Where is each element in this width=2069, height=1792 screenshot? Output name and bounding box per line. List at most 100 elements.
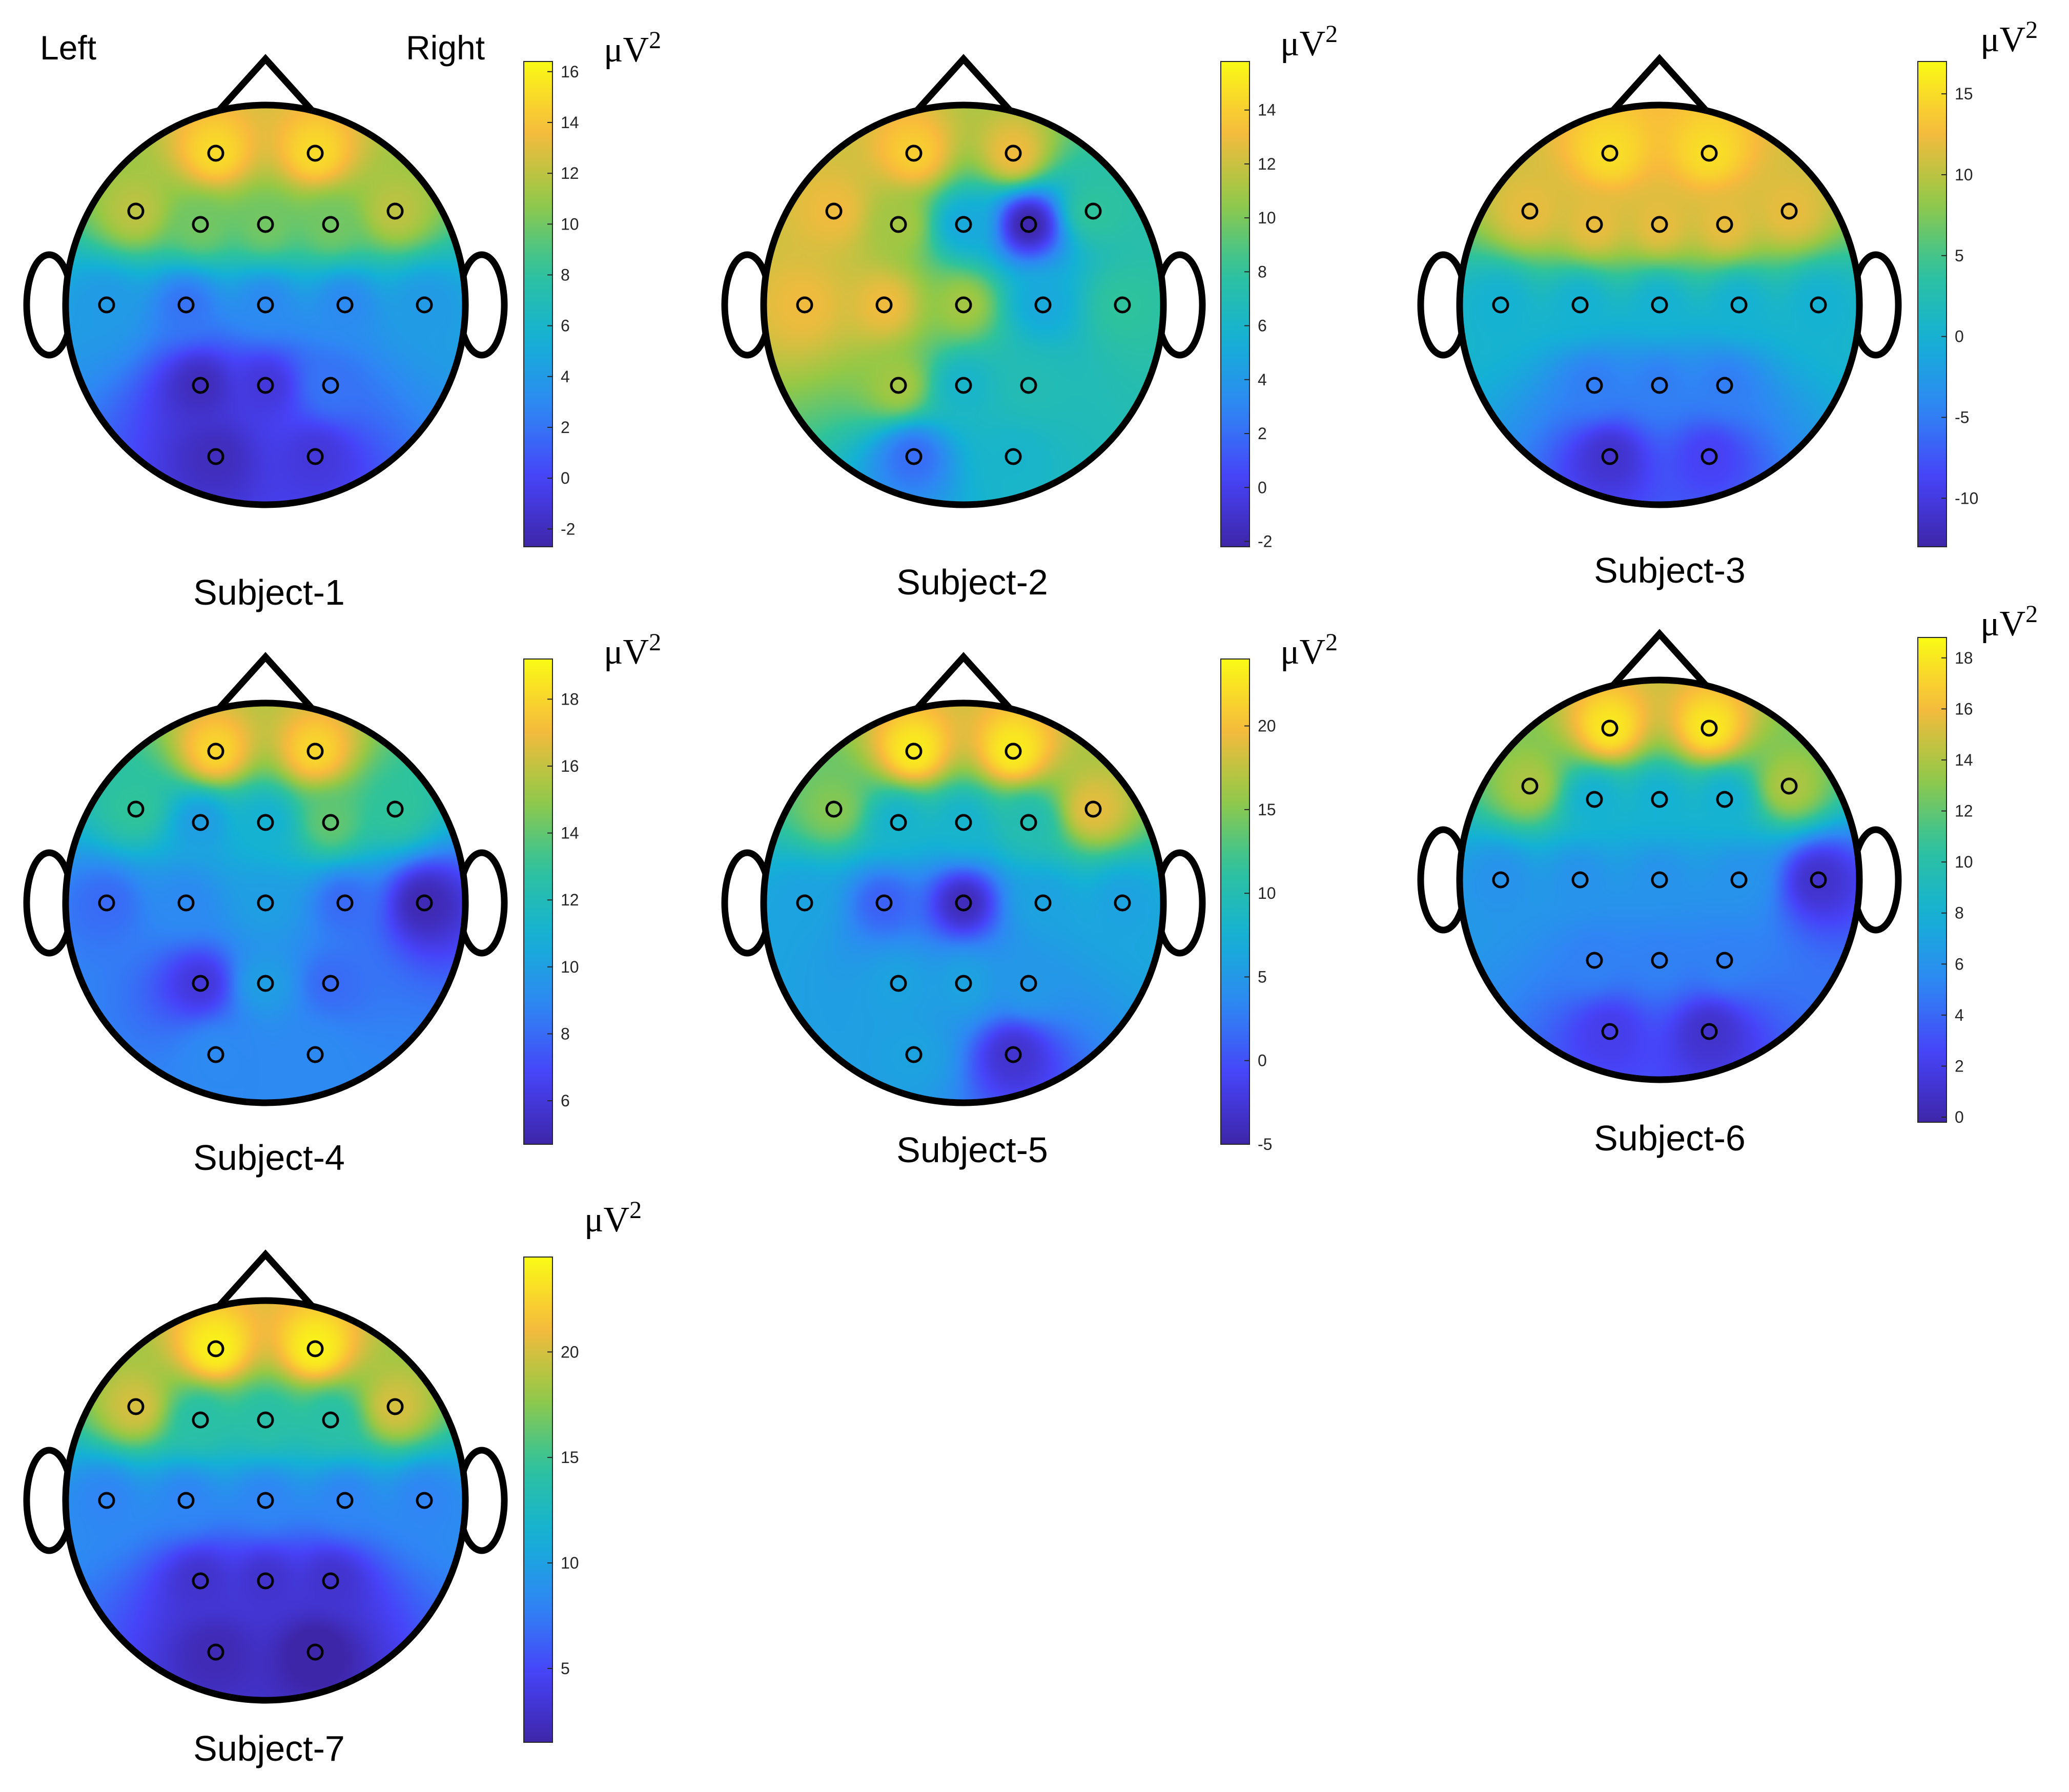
colorbar-gradient xyxy=(1917,637,1947,1123)
electrode-f7 xyxy=(1521,202,1539,220)
electrode-cz xyxy=(257,1492,274,1509)
electrode-f7 xyxy=(127,1398,145,1415)
electrode-c4 xyxy=(1730,871,1748,889)
topoplot-panel-3: -10 -5 0 5 10 15 μV2 Subject-3 xyxy=(1417,16,2038,590)
colorbar-unit-label: μV2 xyxy=(1980,601,2038,644)
electrode-o2 xyxy=(306,1046,324,1063)
electrode-p4 xyxy=(322,377,339,394)
unit-exponent: 2 xyxy=(1325,20,1338,48)
subject-title: Subject-6 xyxy=(1594,1118,1746,1158)
unit-exponent: 2 xyxy=(1325,629,1338,656)
electrode-c3 xyxy=(177,296,195,314)
electrode-o1 xyxy=(207,448,224,465)
scalp-heatmap xyxy=(66,105,465,505)
colorbar-tick-label: 18 xyxy=(561,690,579,708)
colorbar-unit-label: μV2 xyxy=(1280,629,1338,672)
colorbar-tick-label: 0 xyxy=(1258,1052,1267,1070)
colorbar-gradient xyxy=(1220,658,1250,1145)
electrode-f8 xyxy=(386,1398,404,1415)
colorbar-tick-label: 14 xyxy=(561,113,579,132)
electrode-pz xyxy=(955,377,972,394)
colorbar-tick-label: 16 xyxy=(561,757,579,775)
colorbar-unit-label: μV2 xyxy=(604,629,661,672)
colorbar-tick-label: 6 xyxy=(1258,317,1267,335)
electrode-f8 xyxy=(1084,202,1102,220)
right-side-label: Right xyxy=(406,29,485,67)
colorbar: 5 10 15 20 xyxy=(523,1257,579,1743)
scalp-heatmap xyxy=(1460,105,1859,505)
electrode-f8 xyxy=(386,800,404,818)
electrode-o1 xyxy=(207,1046,224,1063)
head-outline xyxy=(62,101,469,508)
colorbar-tick-label: 2 xyxy=(1955,1057,1964,1075)
electrode-c3 xyxy=(875,894,893,912)
electrode-f4 xyxy=(1020,216,1037,233)
electrode-o1 xyxy=(1601,448,1619,465)
electrode-o2 xyxy=(1701,1023,1718,1040)
electrode-p3 xyxy=(890,975,907,992)
unit-base: μV xyxy=(604,30,649,70)
unit-base: μV xyxy=(1980,604,2025,644)
colorbar-tick-label: -5 xyxy=(1955,408,1969,426)
unit-exponent: 2 xyxy=(629,1197,642,1224)
electrode-f4 xyxy=(322,1411,339,1429)
colorbar-tick-label: 15 xyxy=(561,1448,579,1467)
electrode-f3 xyxy=(890,814,907,831)
colorbar-unit-label: μV2 xyxy=(584,1197,642,1240)
electrode-t4 xyxy=(416,894,433,912)
colorbar: 0 2 4 6 8 10 12 14 16 18 xyxy=(1917,637,1973,1126)
electrode-t4 xyxy=(1810,296,1827,314)
electrode-o2 xyxy=(1005,448,1022,465)
electrode-f7 xyxy=(825,800,843,818)
electrode-f8 xyxy=(386,202,404,220)
electrode-pz xyxy=(955,975,972,992)
colorbar-tick-label: 20 xyxy=(1258,717,1276,735)
electrode-cz xyxy=(257,296,274,314)
head-outline xyxy=(1456,676,1863,1083)
electrode-f7 xyxy=(1521,777,1539,795)
electrode-fp2 xyxy=(306,743,324,760)
colorbar-tick-label: 14 xyxy=(1258,101,1276,119)
unit-exponent: 2 xyxy=(649,629,661,656)
subject-title: Subject-5 xyxy=(896,1130,1048,1170)
colorbar-tick-label: 4 xyxy=(1258,370,1267,389)
colorbar-tick-label: 15 xyxy=(1258,800,1276,819)
electrode-f3 xyxy=(890,216,907,233)
electrode-t3 xyxy=(98,1492,115,1509)
head-outline xyxy=(1456,101,1863,508)
electrode-cz xyxy=(257,894,274,912)
electrode-t4 xyxy=(416,296,433,314)
left-side-label: Left xyxy=(40,29,96,67)
head-outline xyxy=(760,101,1167,508)
electrode-p3 xyxy=(1586,952,1603,969)
nose-outline xyxy=(216,652,315,712)
unit-exponent: 2 xyxy=(649,27,661,54)
nose-outline xyxy=(216,1249,315,1309)
electrode-fp2 xyxy=(306,1340,324,1357)
electrode-f7 xyxy=(127,800,145,818)
colorbar-tick-label: 8 xyxy=(561,265,570,284)
colorbar: 6 8 10 12 14 16 18 xyxy=(523,658,579,1145)
head-outline xyxy=(62,1297,469,1704)
electrode-p4 xyxy=(322,975,339,992)
colorbar-unit-label: μV2 xyxy=(604,27,661,70)
electrode-p4 xyxy=(322,1572,339,1590)
electrode-fz xyxy=(257,814,274,831)
unit-base: μV xyxy=(1980,20,2025,59)
electrode-fz xyxy=(955,814,972,831)
colorbar: -5 0 5 10 15 20 xyxy=(1220,658,1276,1154)
unit-base: μV xyxy=(1280,632,1325,672)
colorbar-tick-label: 6 xyxy=(561,317,570,335)
electrode-t3 xyxy=(98,894,115,912)
electrode-p3 xyxy=(192,377,209,394)
colorbar-gradient xyxy=(1220,61,1250,547)
colorbar-tick-label: 12 xyxy=(561,164,579,182)
electrode-f4 xyxy=(1020,814,1037,831)
topoplot-panel-7: 5 10 15 20 μV2 Subject-7 xyxy=(23,1197,642,1768)
electrode-c4 xyxy=(336,1492,354,1509)
electrode-f3 xyxy=(192,814,209,831)
electrode-fz xyxy=(257,216,274,233)
electrode-p3 xyxy=(192,975,209,992)
colorbar-tick-label: 12 xyxy=(1955,802,1973,820)
